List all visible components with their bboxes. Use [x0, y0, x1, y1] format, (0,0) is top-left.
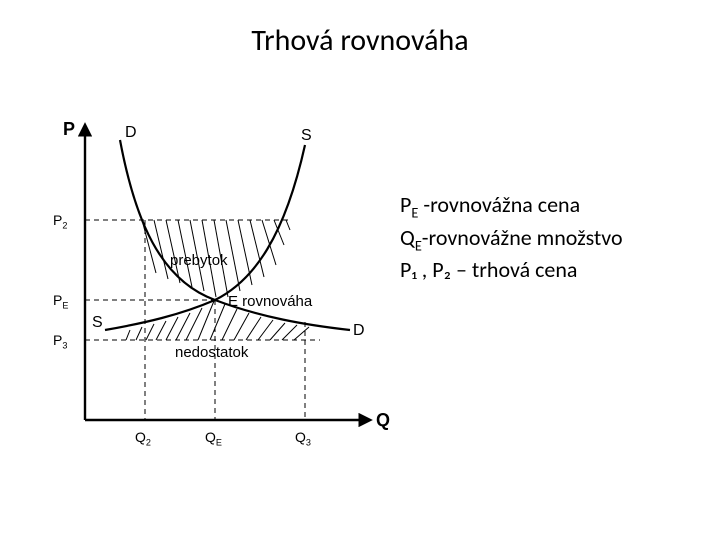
svg-text:S: S	[301, 127, 312, 144]
chart-svg: P Q D S S D E rovnováha prebytok nedostatok P2 PE P…	[30, 105, 390, 465]
legend-block: PE -rovnovážna cena QE-rovnovážne množst…	[400, 190, 623, 285]
svg-text:D: D	[353, 322, 365, 339]
legend-text: Q	[400, 224, 415, 251]
svg-text:D: D	[125, 124, 137, 141]
slide: Trhová rovnováha PQDSSDE rovnováhaprebyt…	[0, 0, 720, 540]
svg-text:prebytok: prebytok	[170, 252, 228, 269]
legend-line-2: QE-rovnovážne množstvo	[400, 223, 623, 256]
svg-text:nedostatok: nedostatok	[175, 344, 249, 361]
svg-text:Q3: Q3	[295, 429, 311, 448]
svg-text:Q: Q	[376, 410, 390, 430]
svg-text:QE: QE	[205, 429, 222, 448]
svg-text:P3: P3	[53, 332, 67, 351]
equilibrium-chart: P Q D S S D E rovnováha prebytok nedostatok P2 PE P…	[30, 105, 390, 465]
svg-text:E rovnováha: E rovnováha	[228, 293, 313, 310]
svg-text:P2: P2	[53, 212, 67, 231]
svg-text:Q2: Q2	[135, 429, 151, 448]
legend-text: -rovnovážne množstvo	[422, 224, 623, 251]
svg-text:P: P	[63, 119, 75, 139]
svg-text:S: S	[92, 314, 103, 331]
legend-line-3: P₁ , P₂ – trhová cena	[400, 255, 623, 285]
legend-sub: E	[415, 236, 422, 254]
legend-line-1: PE -rovnovážna cena	[400, 190, 623, 223]
svg-text:PE: PE	[53, 292, 68, 311]
legend-text: -rovnovážna cena	[418, 191, 580, 218]
legend-text: P	[400, 191, 411, 218]
page-title: Trhová rovnováha	[0, 22, 720, 59]
